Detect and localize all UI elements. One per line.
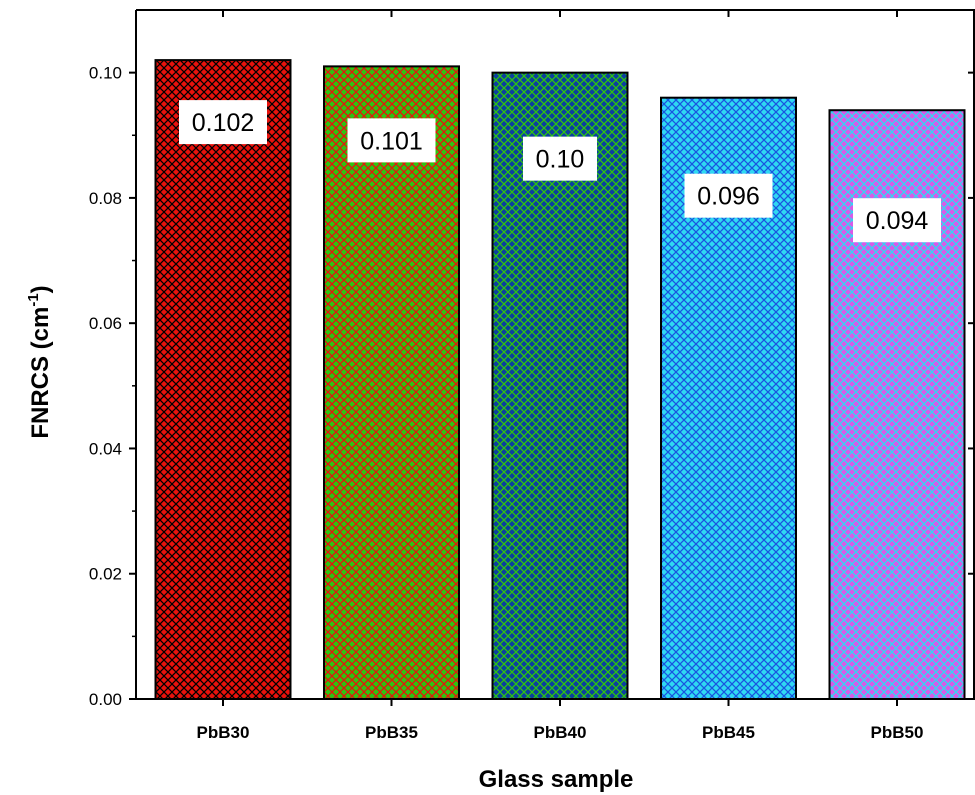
data-label-box — [347, 118, 436, 163]
y-tick-label: 0.10 — [89, 64, 122, 83]
y-tick-label: 0.02 — [89, 565, 122, 584]
y-axis-title-main: FNRCS (cm — [27, 307, 54, 439]
x-tick-label: PbB35 — [365, 723, 418, 742]
y-tick-label: 0.04 — [89, 439, 122, 458]
data-label-box — [179, 100, 267, 145]
axes: 0.00 0.02 0.04 0.06 0.08 0.10 PbB30 PbB35 PbB40 P… — [89, 9, 975, 742]
data-label-box — [853, 198, 941, 243]
bar-pbb35 — [323, 65, 460, 700]
x-tick-label: PbB45 — [702, 723, 755, 742]
data-label-box — [523, 136, 597, 181]
y-tick-label: 0.00 — [89, 690, 122, 709]
x-tick-label: PbB50 — [871, 723, 924, 742]
data-label-box — [684, 173, 773, 218]
data-label: 0.096 — [697, 183, 760, 211]
y-axis-title: FNRCS (cm-1) — [25, 285, 54, 438]
y-axis-title-superscript: -1 — [25, 293, 42, 306]
data-label: 0.094 — [866, 207, 929, 235]
data-label: 0.102 — [192, 109, 255, 137]
data-label: 0.10 — [536, 146, 585, 174]
y-tick-label: 0.06 — [89, 314, 122, 333]
y-tick-label: 0.08 — [89, 189, 122, 208]
x-tick-label: PbB40 — [534, 723, 587, 742]
y-axis-title-suffix: ) — [27, 285, 54, 293]
data-labels-layer: 0.102 0.101 0.10 0.096 0.094 — [179, 100, 941, 243]
x-tick-label: PbB30 — [197, 723, 250, 742]
data-label: 0.101 — [360, 127, 423, 155]
x-axis-title: Glass sample — [479, 766, 634, 793]
bars-layer — [154, 59, 966, 701]
bar-pbb30 — [154, 59, 292, 701]
